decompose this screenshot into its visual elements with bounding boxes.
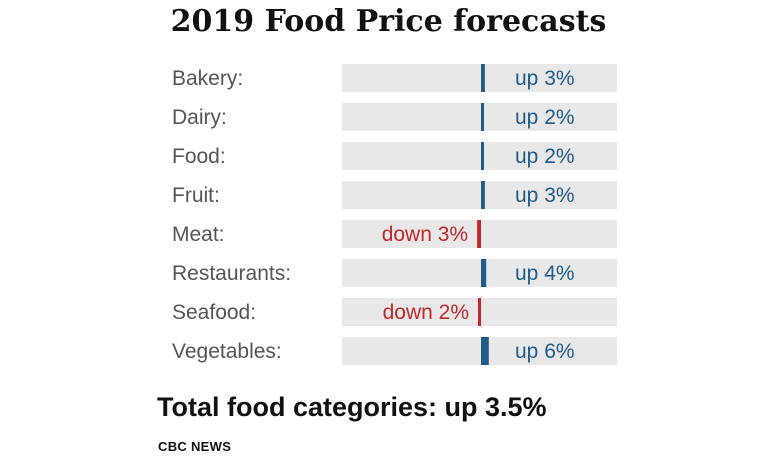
category-label: Seafood: bbox=[172, 301, 256, 324]
data-label: up 3% bbox=[515, 184, 575, 207]
bar bbox=[481, 64, 485, 92]
total-summary: Total food categories: up 3.5% bbox=[157, 392, 547, 422]
bar bbox=[478, 298, 481, 326]
data-label: up 6% bbox=[515, 340, 575, 363]
category-label: Food: bbox=[172, 145, 226, 168]
category-label: Vegetables: bbox=[172, 340, 282, 363]
bar bbox=[477, 220, 481, 248]
source-credit: CBC NEWS bbox=[158, 439, 232, 454]
category-label: Meat: bbox=[172, 223, 225, 246]
data-label: up 2% bbox=[515, 145, 575, 168]
data-label: down 3% bbox=[382, 223, 468, 246]
data-label: up 4% bbox=[515, 262, 575, 285]
bar-track bbox=[342, 142, 617, 170]
data-label: up 3% bbox=[515, 67, 575, 90]
bar-track bbox=[342, 337, 617, 365]
bar bbox=[481, 103, 484, 131]
data-label: up 2% bbox=[515, 106, 575, 129]
chart-title: 2019 Food Price forecasts bbox=[170, 4, 607, 39]
bar bbox=[481, 259, 487, 287]
category-label: Restaurants: bbox=[172, 262, 291, 285]
data-label: down 2% bbox=[383, 301, 469, 324]
bar bbox=[481, 337, 489, 365]
bar-track bbox=[342, 259, 617, 287]
bar bbox=[481, 142, 484, 170]
bar-track bbox=[342, 181, 617, 209]
category-label: Dairy: bbox=[172, 106, 227, 129]
bar-track bbox=[342, 103, 617, 131]
bar-track bbox=[342, 64, 617, 92]
category-label: Bakery: bbox=[172, 67, 243, 90]
bar bbox=[481, 181, 485, 209]
category-label: Fruit: bbox=[172, 184, 220, 207]
